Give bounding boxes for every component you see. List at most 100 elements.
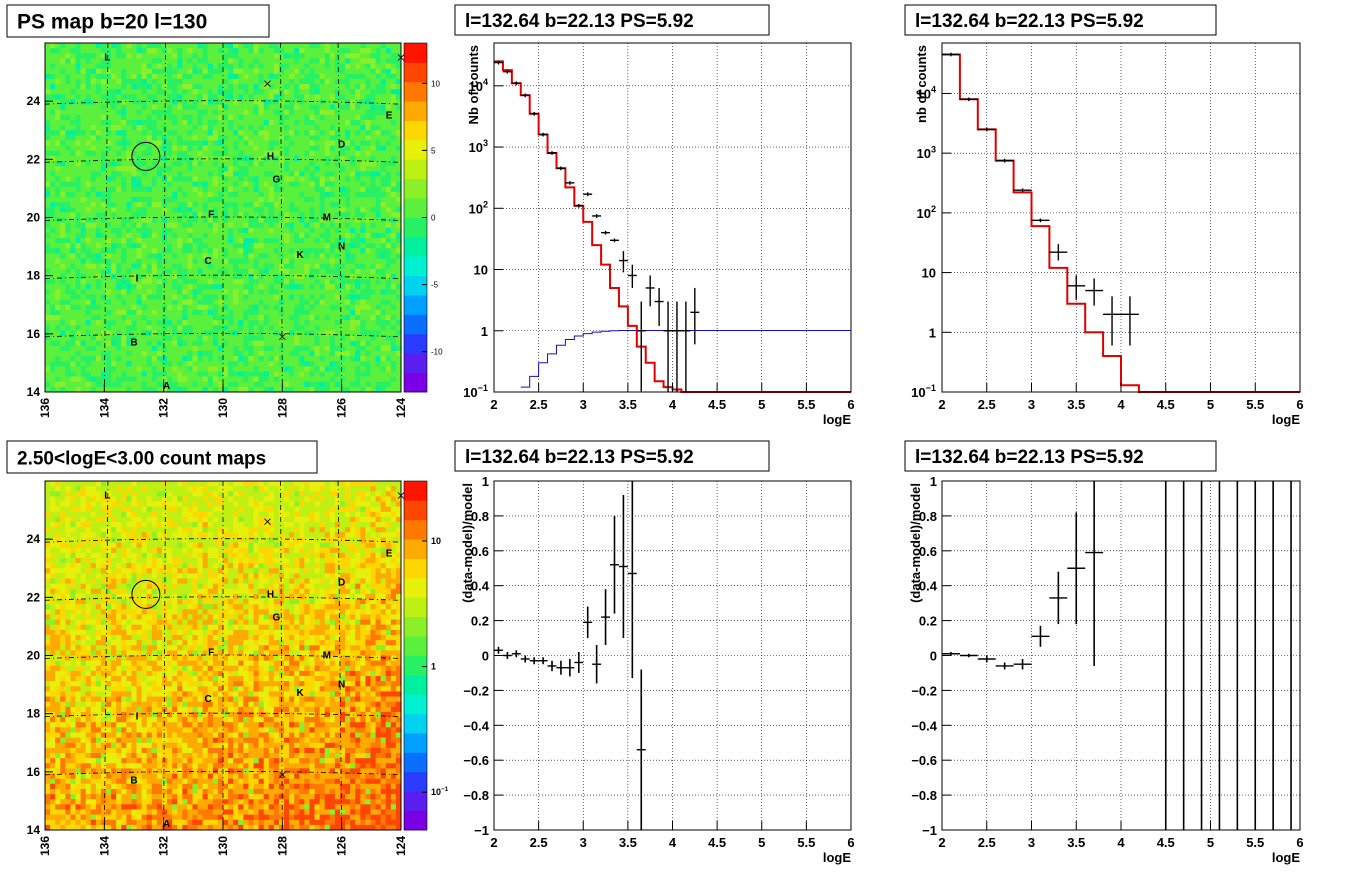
heatmap-cell	[345, 94, 350, 99]
heatmap-cell	[65, 89, 70, 94]
heatmap-cell	[126, 161, 131, 166]
heatmap-cell	[243, 110, 248, 115]
heatmap-cell	[294, 207, 299, 212]
heatmap-cell	[106, 377, 111, 382]
heatmap-cell	[309, 356, 314, 361]
heatmap-cell	[325, 89, 330, 94]
heatmap-cell	[259, 79, 264, 84]
heatmap-cell	[294, 294, 299, 299]
heatmap-cell	[121, 341, 126, 346]
heatmap-cell	[121, 223, 126, 228]
heatmap-cell	[248, 69, 253, 74]
heatmap-cell	[365, 156, 370, 161]
heatmap-cell	[228, 43, 233, 48]
heatmap-cell	[192, 197, 197, 202]
heatmap-cell	[269, 192, 274, 197]
heatmap-cell	[289, 58, 294, 63]
heatmap-cell	[264, 110, 269, 115]
heatmap-cell	[350, 377, 355, 382]
heatmap-cell	[233, 166, 238, 171]
heatmap-cell	[96, 356, 101, 361]
heatmap-cell	[360, 315, 365, 320]
heatmap-cell	[192, 64, 197, 69]
heatmap-cell	[360, 274, 365, 279]
heatmap-cell	[396, 207, 401, 212]
heatmap-cell	[213, 305, 218, 310]
heatmap-cell	[320, 269, 325, 274]
heatmap-cell	[167, 202, 172, 207]
heatmap-cell	[238, 115, 243, 120]
heatmap-cell	[309, 135, 314, 140]
heatmap-cell	[192, 371, 197, 376]
heatmap-cell	[213, 120, 218, 125]
heatmap-cell	[355, 284, 360, 289]
heatmap-cell	[137, 377, 142, 382]
heatmap-cell	[182, 223, 187, 228]
heatmap-cell	[142, 238, 147, 243]
heatmap-cell	[309, 259, 314, 264]
heatmap-cell	[223, 182, 228, 187]
heatmap-cell	[187, 361, 192, 366]
heatmap-cell	[365, 53, 370, 58]
heatmap-cell	[182, 320, 187, 325]
heatmap-cell	[345, 105, 350, 110]
heatmap-cell	[335, 356, 340, 361]
heatmap-cell	[131, 212, 136, 217]
heatmap-cell	[340, 336, 345, 341]
heatmap-cell	[152, 233, 157, 238]
heatmap-cell	[376, 202, 381, 207]
heatmap-cell	[370, 279, 375, 284]
heatmap-cell	[172, 366, 177, 371]
heatmap-cell	[182, 264, 187, 269]
heatmap-cell	[289, 197, 294, 202]
heatmap-cell	[391, 130, 396, 135]
heatmap-cell	[131, 43, 136, 48]
heatmap-cell	[96, 382, 101, 387]
heatmap-cell	[294, 356, 299, 361]
heatmap-cell	[299, 207, 304, 212]
heatmap-cell	[96, 264, 101, 269]
heatmap-cell	[228, 115, 233, 120]
heatmap-cell	[376, 341, 381, 346]
heatmap-cell	[335, 377, 340, 382]
heatmap-cell	[187, 325, 192, 330]
heatmap-cell	[259, 115, 264, 120]
heatmap-cell	[91, 171, 96, 176]
heatmap-cell	[182, 79, 187, 84]
heatmap-cell	[137, 356, 142, 361]
heatmap-cell	[360, 377, 365, 382]
heatmap-cell	[355, 94, 360, 99]
heatmap-cell	[192, 289, 197, 294]
heatmap-cell	[187, 187, 192, 192]
heatmap-cell	[309, 341, 314, 346]
heatmap-cell	[309, 125, 314, 130]
heatmap-cell	[121, 176, 126, 181]
heatmap-cell	[60, 366, 65, 371]
heatmap-cell	[320, 356, 325, 361]
heatmap-cell	[70, 151, 75, 156]
heatmap-cell	[177, 289, 182, 294]
heatmap-cell	[203, 351, 208, 356]
heatmap-cell	[50, 320, 55, 325]
heatmap-cell	[376, 259, 381, 264]
heatmap-cell	[142, 243, 147, 248]
heatmap-cell	[294, 218, 299, 223]
heatmap-cell	[330, 269, 335, 274]
heatmap-cell	[106, 64, 111, 69]
heatmap-cell	[116, 130, 121, 135]
heatmap-cell	[238, 371, 243, 376]
heatmap-cell	[187, 377, 192, 382]
heatmap-cell	[233, 325, 238, 330]
heatmap-cell	[381, 330, 386, 335]
heatmap-cell	[228, 243, 233, 248]
heatmap-cell	[355, 171, 360, 176]
heatmap-cell	[81, 151, 86, 156]
heatmap-cell	[299, 182, 304, 187]
heatmap-cell	[294, 115, 299, 120]
heatmap-cell	[208, 110, 213, 115]
heatmap-cell	[55, 387, 60, 392]
heatmap-cell	[223, 120, 228, 125]
heatmap-cell	[325, 187, 330, 192]
heatmap-cell	[259, 43, 264, 48]
heatmap-cell	[228, 69, 233, 74]
